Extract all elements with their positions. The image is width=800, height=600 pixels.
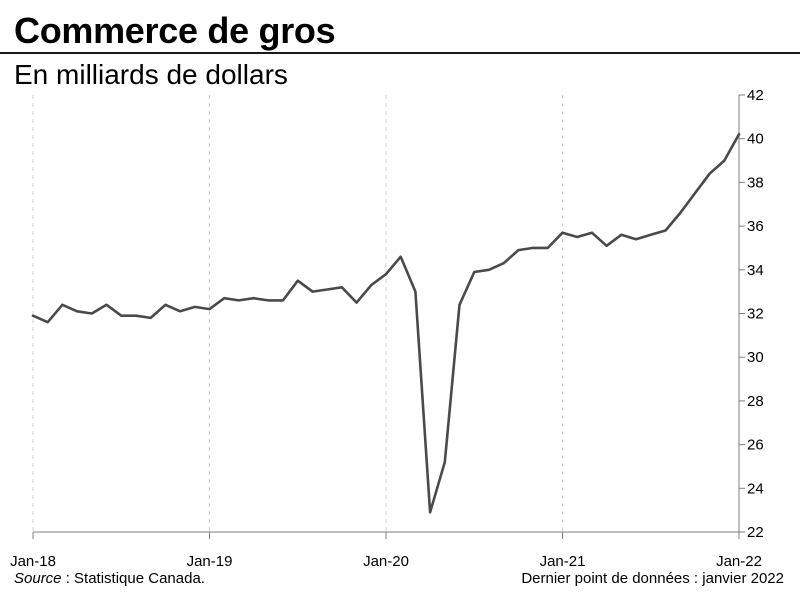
x-axis-ticks: Jan-18 Jan-19 Jan-20 Jan-21 Jan-22 [10, 553, 762, 570]
y-tick-label: 36 [747, 218, 764, 235]
x-tick-label: Jan-18 [10, 553, 56, 570]
series-layer [31, 133, 741, 514]
title-divider [0, 52, 800, 54]
series-line [31, 133, 741, 514]
source-note: Source : Statistique Canada. [14, 570, 205, 587]
vertical-gridlines [32, 95, 740, 532]
y-axis-ticks: 22 24 26 28 30 32 34 36 38 40 42 [747, 87, 764, 541]
y-tick-label: 42 [747, 87, 764, 104]
y-tick-label: 24 [747, 480, 764, 497]
last-data-point-note: Dernier point de données : janvier 2022 [521, 570, 784, 587]
x-tick-label: Jan-22 [716, 553, 762, 570]
x-tick-label: Jan-21 [540, 553, 586, 570]
y-tick-label: 30 [747, 349, 764, 366]
y-tick-label: 32 [747, 306, 764, 323]
x-tick-label: Jan-19 [187, 553, 233, 570]
y-tick-label: 26 [747, 437, 764, 454]
y-tick-label: 22 [747, 524, 764, 541]
y-tick-label: 40 [747, 131, 764, 148]
source-label: Source [14, 570, 62, 587]
y-tick-label: 38 [747, 174, 764, 191]
x-tick-label: Jan-20 [363, 553, 409, 570]
chart-title: Commerce de gros [14, 10, 336, 51]
y-tick-label: 34 [747, 262, 764, 279]
y-tick-label: 28 [747, 393, 764, 410]
axes [32, 94, 745, 539]
chart-subtitle: En milliards de dollars [14, 59, 288, 90]
source-text: : Statistique Canada. [61, 570, 205, 587]
